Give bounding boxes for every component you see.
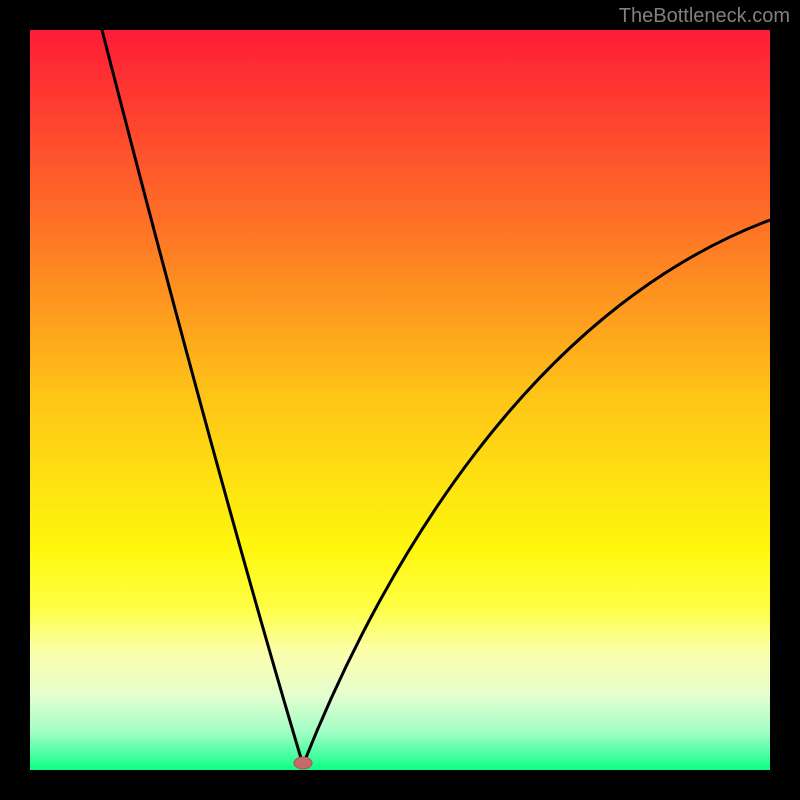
watermark-text: TheBottleneck.com	[619, 5, 790, 28]
chart-container: TheBottleneck.com	[0, 0, 800, 800]
gradient-background	[30, 30, 770, 770]
plot-area	[30, 30, 770, 770]
